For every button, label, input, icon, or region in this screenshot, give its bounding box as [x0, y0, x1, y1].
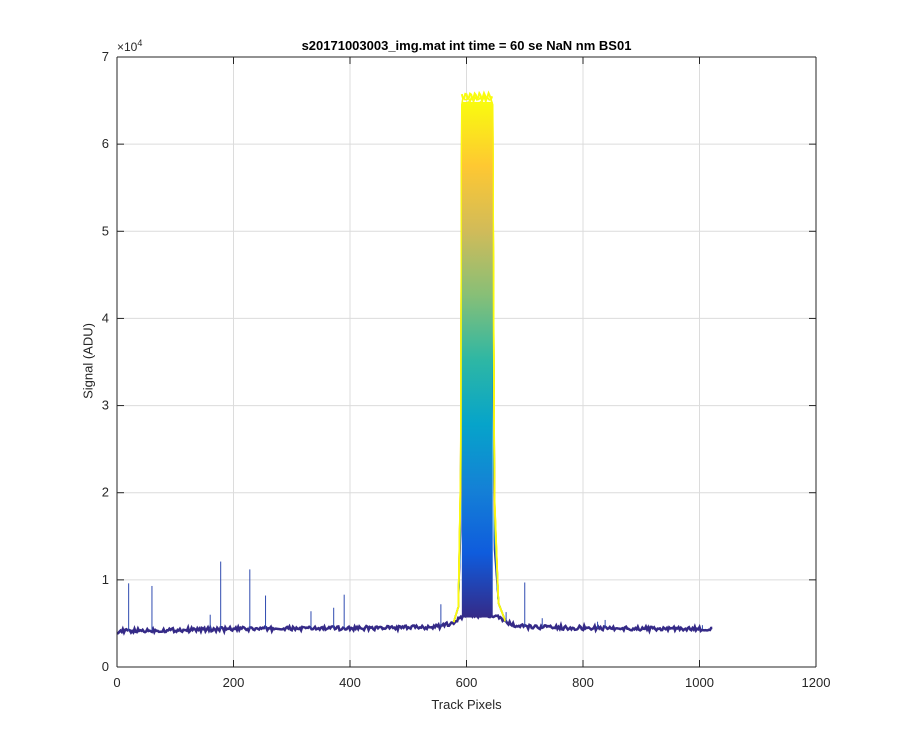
- x-tick-label: 200: [223, 675, 245, 690]
- y-exponent-power: 4: [137, 38, 143, 48]
- x-tick-label: 400: [339, 675, 361, 690]
- y-exponent-base: ×10: [117, 40, 138, 54]
- x-tick-label: 1000: [685, 675, 714, 690]
- y-tick-label: 1: [102, 572, 109, 587]
- y-tick-label: 4: [102, 310, 109, 325]
- y-axis-exponent: ×104: [117, 38, 142, 54]
- x-tick-label: 1200: [802, 675, 831, 690]
- y-tick-label: 3: [102, 398, 109, 413]
- series-baseline-line: [116, 610, 713, 636]
- chart-title: s20171003003_img.mat int time = 60 se Na…: [301, 38, 632, 53]
- y-tick-label: 2: [102, 485, 109, 500]
- y-tick-label: 6: [102, 136, 109, 151]
- x-tick-label: 0: [113, 675, 120, 690]
- y-tick-label: 0: [102, 659, 109, 674]
- y-tick-label: 5: [102, 223, 109, 238]
- y-tick-label: 7: [102, 49, 109, 64]
- x-tick-label: 800: [572, 675, 594, 690]
- x-axis-label: Track Pixels: [431, 697, 502, 712]
- plateau-fill: [461, 101, 493, 618]
- x-tick-label: 600: [456, 675, 478, 690]
- plateau-crest-line: [460, 90, 494, 103]
